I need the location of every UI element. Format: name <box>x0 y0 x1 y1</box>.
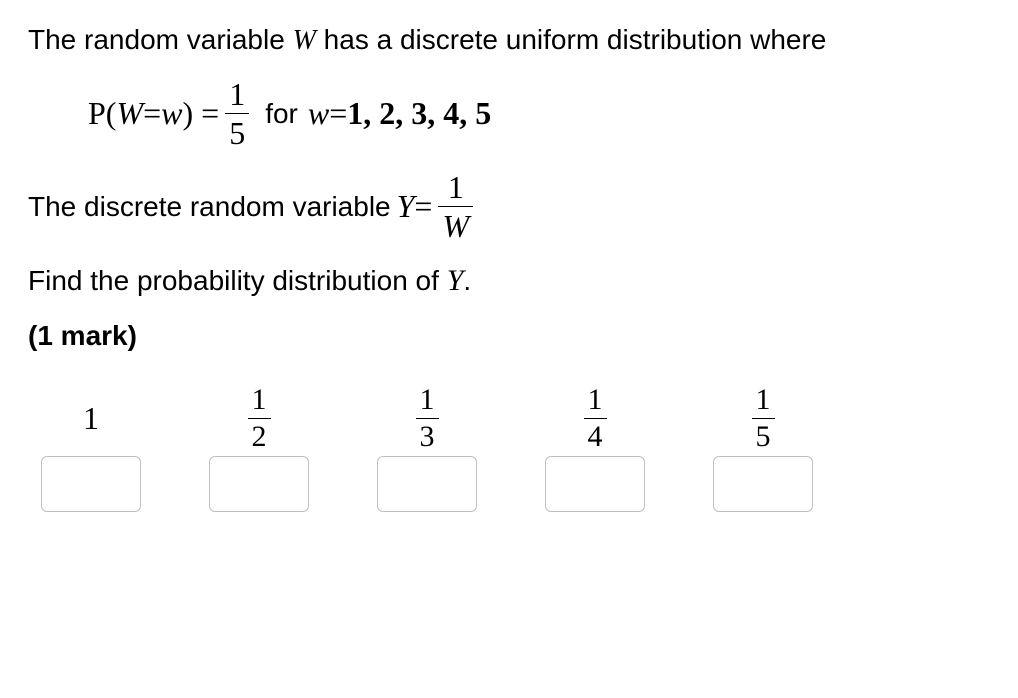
eq1-fraction: 1 5 <box>225 78 249 149</box>
instruction: Find the probability distribution of Y. <box>28 260 990 302</box>
answer-col-1: 1 2 <box>204 380 314 512</box>
y-value-3-frac: 1 4 <box>584 385 607 452</box>
line2-equation: Y = 1 W <box>397 171 480 242</box>
eq1-for: for <box>265 98 298 130</box>
y-value-2-den: 3 <box>416 418 439 452</box>
y-value-4: 1 5 <box>746 380 781 456</box>
intro-prefix: The random variable <box>28 24 293 55</box>
intro-suffix: has a discrete uniform distribution wher… <box>316 24 826 55</box>
eq1-close: ) = <box>183 95 220 132</box>
answer-col-0: 1 <box>36 380 146 512</box>
prob-input-2[interactable] <box>377 456 477 512</box>
y-value-3-den: 4 <box>584 418 607 452</box>
eq1-rhs-vals: 1, 2, 3, 4, 5 <box>347 95 491 132</box>
equation-pmf: P ( W = w ) = 1 5 for w = 1, 2, 3, 4, 5 <box>88 78 990 149</box>
y-value-2-frac: 1 3 <box>416 385 439 452</box>
eq1-eq1: = <box>143 95 161 132</box>
y-value-4-den: 5 <box>752 418 775 452</box>
line3-Y: Y <box>447 264 464 297</box>
eq1-W: W <box>116 95 143 132</box>
eq1-rhs-eq: = <box>329 95 347 132</box>
y-value-1-num: 1 <box>248 385 271 418</box>
y-value-0-int: 1 <box>83 400 99 437</box>
answer-table: 1 1 2 1 3 1 4 <box>36 380 990 512</box>
line2-Y: Y <box>397 184 415 229</box>
intro-var-W: W <box>293 25 316 56</box>
y-value-4-frac: 1 5 <box>752 385 775 452</box>
eq1-open: ( <box>106 95 117 132</box>
prob-input-4[interactable] <box>713 456 813 512</box>
line2-frac-den: W <box>438 206 473 242</box>
y-value-0: 1 <box>83 380 99 456</box>
line2-eq: = <box>414 184 432 229</box>
eq1-frac-den: 5 <box>225 113 249 149</box>
intro-paragraph: The random variable W has a discrete uni… <box>28 20 990 60</box>
y-value-3: 1 4 <box>578 380 613 456</box>
prob-input-1[interactable] <box>209 456 309 512</box>
y-value-2: 1 3 <box>410 380 445 456</box>
y-value-2-num: 1 <box>416 385 439 418</box>
y-value-1-den: 2 <box>248 418 271 452</box>
eq1-frac-num: 1 <box>225 78 249 113</box>
answer-col-4: 1 5 <box>708 380 818 512</box>
line2-prefix: The discrete random variable <box>28 187 391 226</box>
line2-frac-num: 1 <box>444 171 468 206</box>
y-value-3-num: 1 <box>584 385 607 418</box>
y-value-1-frac: 1 2 <box>248 385 271 452</box>
line3-prefix: Find the probability distribution of <box>28 265 447 296</box>
marks-label: (1 mark) <box>28 320 990 352</box>
answer-col-2: 1 3 <box>372 380 482 512</box>
line2-fraction: 1 W <box>438 171 473 242</box>
line3-suffix: . <box>463 265 471 296</box>
prob-input-3[interactable] <box>545 456 645 512</box>
eq1-P: P <box>88 95 106 132</box>
prob-input-0[interactable] <box>41 456 141 512</box>
y-value-1: 1 2 <box>242 380 277 456</box>
eq1-w: w <box>161 95 182 132</box>
y-value-4-num: 1 <box>752 385 775 418</box>
eq1-rhs-w: w <box>308 95 329 132</box>
definition-Y: The discrete random variable Y = 1 W <box>28 171 990 242</box>
answer-col-3: 1 4 <box>540 380 650 512</box>
